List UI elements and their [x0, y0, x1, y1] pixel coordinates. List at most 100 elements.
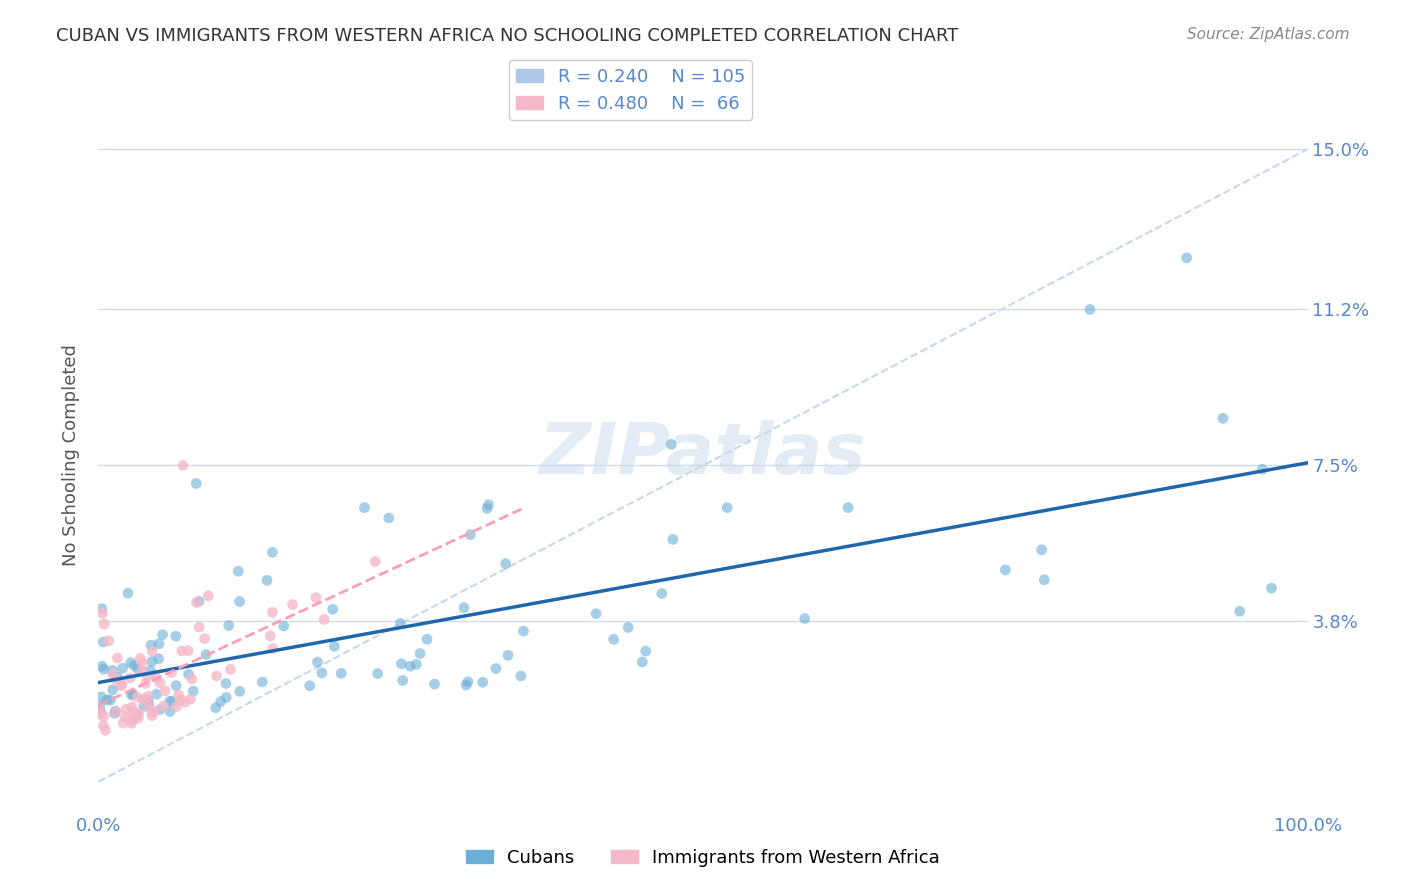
Point: [262, 545, 284, 559]
Point: [187, 594, 209, 608]
Point: [104, 705, 127, 719]
Point: [512, 624, 534, 639]
Point: [149, 676, 172, 690]
Point: [353, 500, 375, 515]
Point: [111, 679, 134, 693]
Point: [104, 672, 127, 686]
Point: [219, 662, 242, 676]
Point: [129, 651, 152, 665]
Point: [134, 691, 156, 706]
Point: [180, 692, 202, 706]
Point: [273, 619, 295, 633]
Point: [262, 641, 284, 656]
Point: [651, 586, 673, 600]
Point: [389, 657, 412, 671]
Point: [205, 669, 228, 683]
Point: [127, 711, 149, 725]
Point: [509, 669, 531, 683]
Point: [631, 655, 654, 669]
Point: [94, 723, 117, 738]
Point: [475, 501, 498, 516]
Point: [367, 666, 389, 681]
Point: [148, 637, 170, 651]
Point: [298, 679, 321, 693]
Point: [112, 716, 135, 731]
Point: [121, 713, 143, 727]
Point: [148, 651, 170, 665]
Point: [89, 705, 111, 719]
Point: [1229, 604, 1251, 618]
Point: [186, 476, 208, 491]
Point: [96, 693, 118, 707]
Point: [409, 647, 432, 661]
Point: [322, 602, 344, 616]
Point: [131, 664, 153, 678]
Point: [281, 598, 304, 612]
Point: [121, 688, 143, 702]
Point: [314, 612, 336, 626]
Point: [159, 705, 181, 719]
Point: [101, 682, 124, 697]
Point: [160, 694, 183, 708]
Point: [485, 662, 508, 676]
Point: [132, 693, 155, 707]
Point: [143, 704, 166, 718]
Point: [215, 676, 238, 690]
Point: [617, 620, 640, 634]
Point: [141, 708, 163, 723]
Point: [307, 655, 329, 669]
Point: [391, 673, 413, 688]
Point: [111, 661, 134, 675]
Point: [128, 706, 150, 721]
Point: [259, 629, 281, 643]
Point: [457, 674, 479, 689]
Point: [91, 635, 114, 649]
Point: [323, 640, 346, 654]
Point: [132, 699, 155, 714]
Point: [416, 632, 439, 647]
Point: [110, 677, 132, 691]
Point: [330, 666, 353, 681]
Point: [228, 594, 250, 608]
Point: [716, 500, 738, 515]
Point: [139, 664, 162, 678]
Point: [311, 665, 333, 680]
Point: [93, 718, 115, 732]
Point: [256, 574, 278, 588]
Point: [104, 704, 127, 718]
Point: [177, 643, 200, 657]
Point: [460, 527, 482, 541]
Point: [91, 607, 114, 621]
Point: [1212, 411, 1234, 425]
Point: [122, 705, 145, 719]
Point: [634, 644, 657, 658]
Point: [399, 659, 422, 673]
Point: [172, 458, 194, 473]
Point: [114, 710, 136, 724]
Point: [195, 648, 218, 662]
Point: [471, 675, 494, 690]
Point: [180, 672, 202, 686]
Point: [138, 689, 160, 703]
Point: [89, 706, 111, 721]
Point: [117, 586, 139, 600]
Point: [994, 563, 1017, 577]
Point: [125, 690, 148, 704]
Point: [215, 690, 238, 705]
Point: [602, 632, 624, 647]
Point: [138, 698, 160, 713]
Point: [837, 500, 859, 515]
Point: [139, 638, 162, 652]
Point: [101, 667, 124, 681]
Point: [89, 703, 111, 717]
Point: [1031, 542, 1053, 557]
Point: [188, 620, 211, 634]
Point: [305, 591, 328, 605]
Point: [167, 688, 190, 702]
Point: [125, 707, 148, 722]
Point: [228, 564, 250, 578]
Point: [477, 498, 499, 512]
Point: [118, 671, 141, 685]
Point: [1251, 462, 1274, 476]
Point: [165, 629, 187, 643]
